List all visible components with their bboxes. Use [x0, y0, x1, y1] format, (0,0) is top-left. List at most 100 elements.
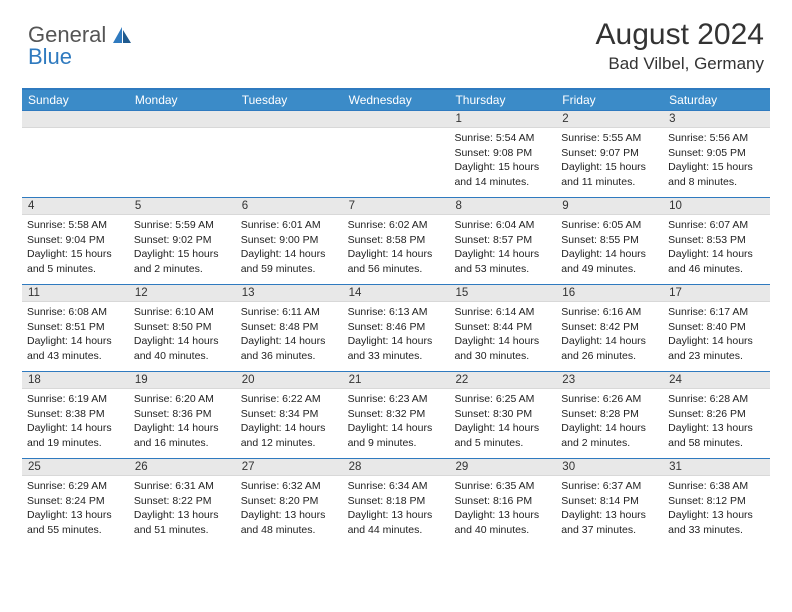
- day-number: 10: [663, 198, 770, 215]
- day-line: Daylight: 14 hours: [561, 334, 658, 348]
- header: General August 2024 Bad Vilbel, Germany: [0, 0, 792, 82]
- day-line: Daylight: 14 hours: [668, 247, 765, 261]
- day-line: Sunset: 9:08 PM: [454, 146, 551, 160]
- day-line: Sunset: 8:20 PM: [241, 494, 338, 508]
- day-line: Sunrise: 6:01 AM: [241, 218, 338, 232]
- day-cell: 26Sunrise: 6:31 AMSunset: 8:22 PMDayligh…: [129, 459, 236, 545]
- day-number: [129, 111, 236, 128]
- day-line: Sunrise: 6:04 AM: [454, 218, 551, 232]
- day-body: Sunrise: 6:26 AMSunset: 8:28 PMDaylight:…: [556, 389, 663, 454]
- day-line: Daylight: 14 hours: [561, 421, 658, 435]
- day-line: Sunrise: 6:34 AM: [348, 479, 445, 493]
- day-line: Sunset: 8:42 PM: [561, 320, 658, 334]
- week-row: 25Sunrise: 6:29 AMSunset: 8:24 PMDayligh…: [22, 458, 770, 545]
- day-line: Sunrise: 6:37 AM: [561, 479, 658, 493]
- day-line: Sunrise: 6:14 AM: [454, 305, 551, 319]
- day-number: 4: [22, 198, 129, 215]
- day-body: Sunrise: 6:07 AMSunset: 8:53 PMDaylight:…: [663, 215, 770, 280]
- day-line: Sunset: 8:12 PM: [668, 494, 765, 508]
- day-line: Daylight: 14 hours: [348, 334, 445, 348]
- day-line: and 53 minutes.: [454, 262, 551, 276]
- day-body: Sunrise: 5:54 AMSunset: 9:08 PMDaylight:…: [449, 128, 556, 193]
- day-line: Daylight: 14 hours: [134, 421, 231, 435]
- week-row: 1Sunrise: 5:54 AMSunset: 9:08 PMDaylight…: [22, 110, 770, 197]
- day-line: Sunrise: 6:13 AM: [348, 305, 445, 319]
- day-line: Daylight: 14 hours: [348, 421, 445, 435]
- day-body: Sunrise: 6:34 AMSunset: 8:18 PMDaylight:…: [343, 476, 450, 541]
- day-line: Daylight: 14 hours: [454, 247, 551, 261]
- location: Bad Vilbel, Germany: [596, 54, 764, 74]
- day-line: and 37 minutes.: [561, 523, 658, 537]
- day-number: 19: [129, 372, 236, 389]
- day-cell: 4Sunrise: 5:58 AMSunset: 9:04 PMDaylight…: [22, 198, 129, 284]
- weeks-container: 1Sunrise: 5:54 AMSunset: 9:08 PMDaylight…: [22, 110, 770, 545]
- day-line: and 33 minutes.: [348, 349, 445, 363]
- logo-text-blue: Blue: [28, 44, 72, 69]
- day-cell: 18Sunrise: 6:19 AMSunset: 8:38 PMDayligh…: [22, 372, 129, 458]
- day-body: Sunrise: 6:08 AMSunset: 8:51 PMDaylight:…: [22, 302, 129, 367]
- day-number: [22, 111, 129, 128]
- day-line: and 40 minutes.: [454, 523, 551, 537]
- day-number: 1: [449, 111, 556, 128]
- day-cell: 31Sunrise: 6:38 AMSunset: 8:12 PMDayligh…: [663, 459, 770, 545]
- day-line: Sunset: 8:22 PM: [134, 494, 231, 508]
- day-line: Sunset: 9:00 PM: [241, 233, 338, 247]
- day-line: Sunset: 9:02 PM: [134, 233, 231, 247]
- day-line: and 11 minutes.: [561, 175, 658, 189]
- day-body: Sunrise: 6:17 AMSunset: 8:40 PMDaylight:…: [663, 302, 770, 367]
- day-number: 17: [663, 285, 770, 302]
- day-cell: 24Sunrise: 6:28 AMSunset: 8:26 PMDayligh…: [663, 372, 770, 458]
- day-header: Wednesday: [343, 90, 450, 110]
- day-line: and 44 minutes.: [348, 523, 445, 537]
- day-number: 7: [343, 198, 450, 215]
- day-line: Sunrise: 6:22 AM: [241, 392, 338, 406]
- title-block: August 2024 Bad Vilbel, Germany: [596, 18, 764, 74]
- day-body: [236, 128, 343, 134]
- day-cell: 3Sunrise: 5:56 AMSunset: 9:05 PMDaylight…: [663, 111, 770, 197]
- day-cell: 27Sunrise: 6:32 AMSunset: 8:20 PMDayligh…: [236, 459, 343, 545]
- day-line: and 14 minutes.: [454, 175, 551, 189]
- day-header: Monday: [129, 90, 236, 110]
- day-line: Sunset: 9:05 PM: [668, 146, 765, 160]
- day-number: [343, 111, 450, 128]
- day-header: Sunday: [22, 90, 129, 110]
- day-line: Sunrise: 6:16 AM: [561, 305, 658, 319]
- day-body: Sunrise: 5:56 AMSunset: 9:05 PMDaylight:…: [663, 128, 770, 193]
- day-line: Daylight: 13 hours: [561, 508, 658, 522]
- day-line: and 58 minutes.: [668, 436, 765, 450]
- day-body: Sunrise: 6:11 AMSunset: 8:48 PMDaylight:…: [236, 302, 343, 367]
- day-line: and 43 minutes.: [27, 349, 124, 363]
- day-number: 9: [556, 198, 663, 215]
- day-header: Thursday: [449, 90, 556, 110]
- day-line: and 2 minutes.: [134, 262, 231, 276]
- day-line: Sunrise: 6:23 AM: [348, 392, 445, 406]
- day-line: Sunrise: 6:25 AM: [454, 392, 551, 406]
- day-line: Daylight: 15 hours: [454, 160, 551, 174]
- day-cell: 9Sunrise: 6:05 AMSunset: 8:55 PMDaylight…: [556, 198, 663, 284]
- day-body: Sunrise: 6:05 AMSunset: 8:55 PMDaylight:…: [556, 215, 663, 280]
- day-body: Sunrise: 6:19 AMSunset: 8:38 PMDaylight:…: [22, 389, 129, 454]
- day-line: Sunset: 8:50 PM: [134, 320, 231, 334]
- day-line: and 12 minutes.: [241, 436, 338, 450]
- day-cell: 23Sunrise: 6:26 AMSunset: 8:28 PMDayligh…: [556, 372, 663, 458]
- day-line: and 23 minutes.: [668, 349, 765, 363]
- day-number: 21: [343, 372, 450, 389]
- day-line: Sunrise: 5:56 AM: [668, 131, 765, 145]
- day-cell: 29Sunrise: 6:35 AMSunset: 8:16 PMDayligh…: [449, 459, 556, 545]
- day-body: [129, 128, 236, 134]
- day-line: Sunset: 8:36 PM: [134, 407, 231, 421]
- day-number: 8: [449, 198, 556, 215]
- day-cell: 11Sunrise: 6:08 AMSunset: 8:51 PMDayligh…: [22, 285, 129, 371]
- day-number: 26: [129, 459, 236, 476]
- day-number: 29: [449, 459, 556, 476]
- day-line: and 8 minutes.: [668, 175, 765, 189]
- day-header-row: Sunday Monday Tuesday Wednesday Thursday…: [22, 90, 770, 110]
- day-line: and 48 minutes.: [241, 523, 338, 537]
- day-line: Sunset: 8:26 PM: [668, 407, 765, 421]
- day-cell: 17Sunrise: 6:17 AMSunset: 8:40 PMDayligh…: [663, 285, 770, 371]
- day-number: 20: [236, 372, 343, 389]
- day-line: Sunset: 8:58 PM: [348, 233, 445, 247]
- day-number: 2: [556, 111, 663, 128]
- day-line: and 55 minutes.: [27, 523, 124, 537]
- day-line: Sunrise: 6:05 AM: [561, 218, 658, 232]
